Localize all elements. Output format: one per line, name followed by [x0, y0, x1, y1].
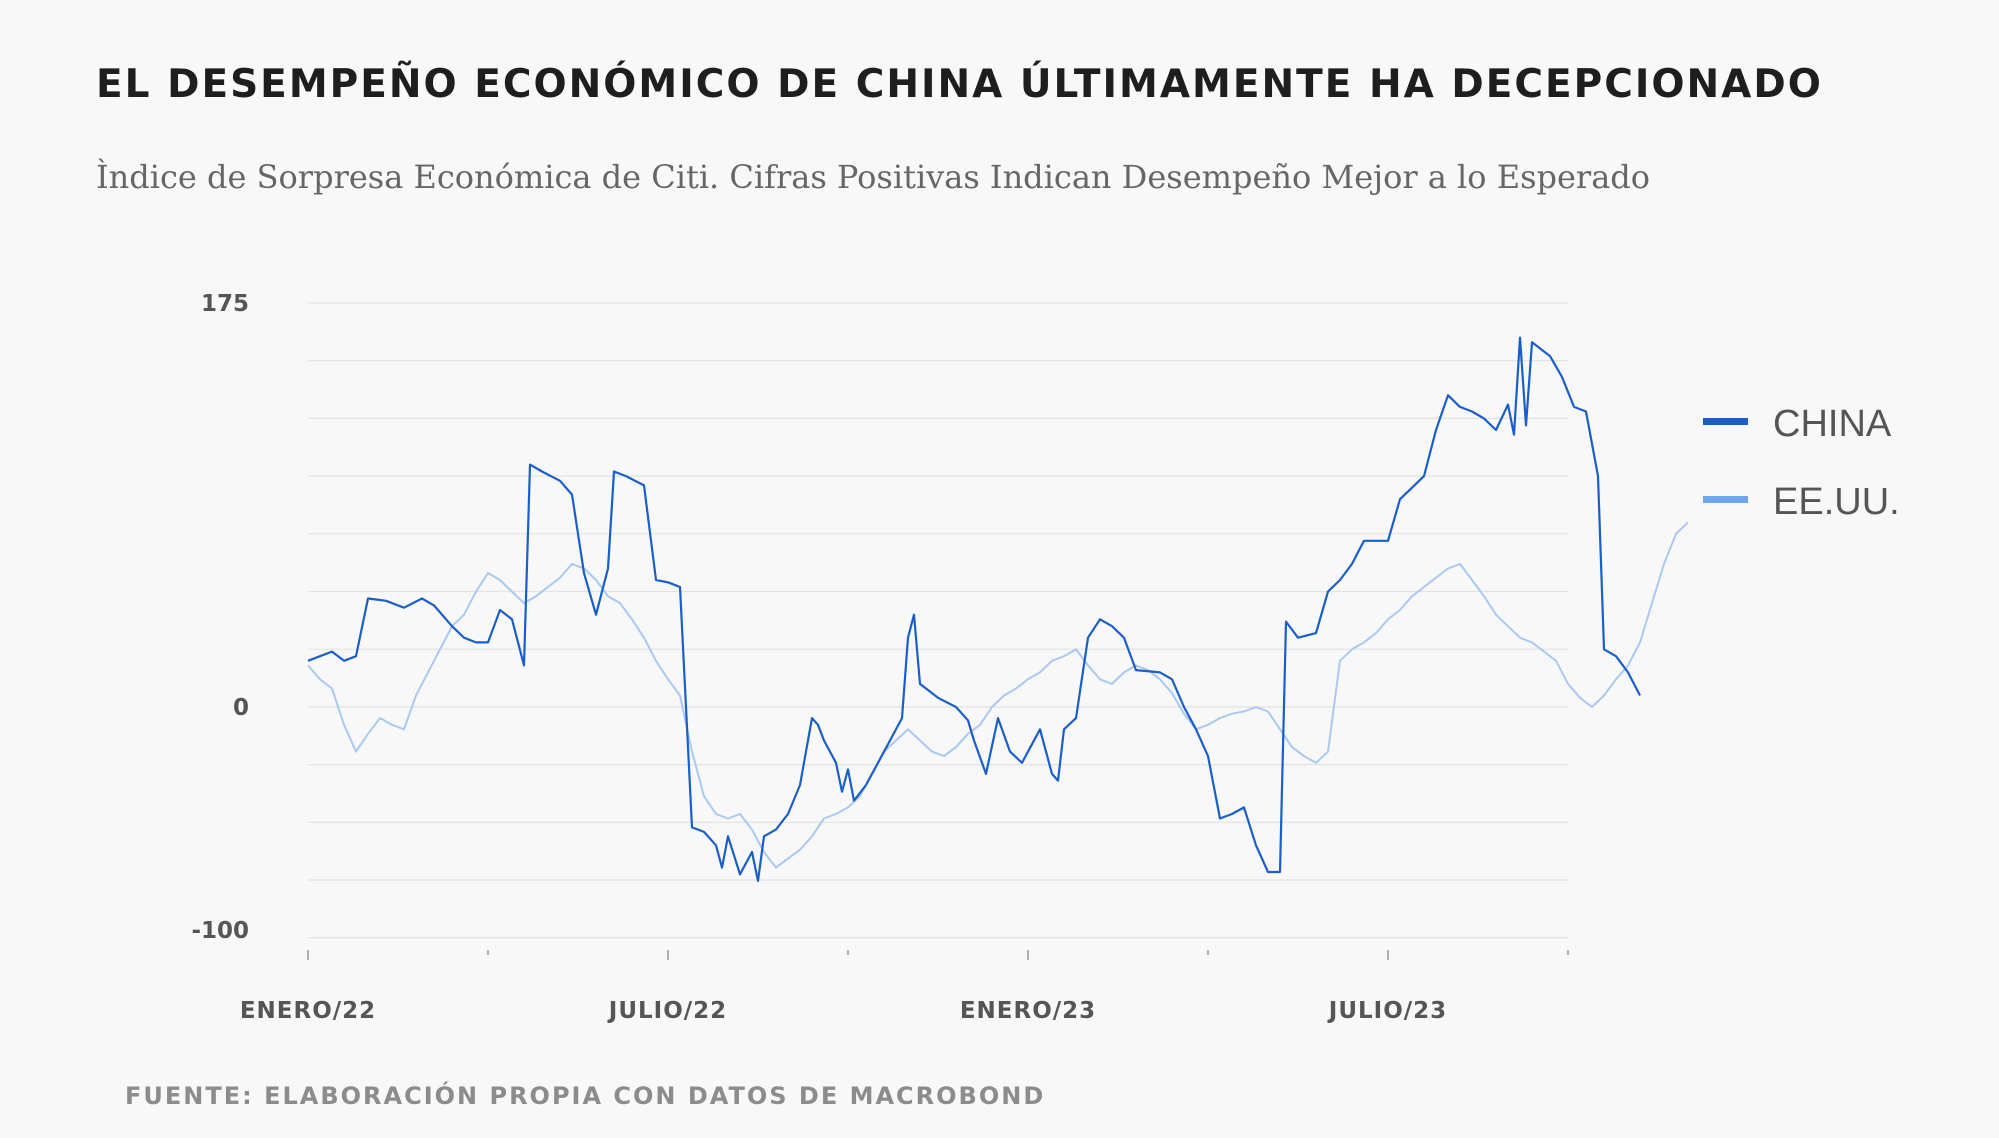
- x-tick-label: ENERO/22: [240, 998, 376, 1024]
- x-tick-label: JULIO/23: [1327, 998, 1447, 1024]
- x-tick-label: ENERO/23: [960, 998, 1096, 1024]
- y-tick-label: 0: [233, 695, 249, 721]
- x-tick-label: JULIO/22: [607, 998, 727, 1024]
- series-line-china: [307, 336, 1641, 882]
- legend-label: EE.UU.: [1773, 481, 1900, 523]
- chart-subtitle: Ìndice de Sorpresa Económica de Citi. Ci…: [96, 158, 1651, 196]
- legend-swatch: [1703, 418, 1748, 425]
- gridlines: [308, 302, 1568, 939]
- series-line-usa: [307, 521, 1689, 869]
- legend: CHINA EE.UU.: [1703, 403, 1900, 523]
- x-axis: ENERO/22 JULIO/22 ENERO/23 JULIO/23: [240, 950, 1569, 1024]
- y-axis: 175 0 -100: [191, 291, 249, 944]
- legend-label: CHINA: [1773, 403, 1892, 445]
- chart-title: EL DESEMPEÑO ECONÓMICO DE CHINA ÚLTIMAME…: [96, 62, 1823, 107]
- y-tick-label: -100: [191, 918, 249, 944]
- series-layer: [307, 336, 1689, 882]
- source-note: FUENTE: ELABORACIÓN PROPIA CON DATOS DE …: [125, 1082, 1046, 1110]
- y-tick-label: 175: [201, 291, 249, 317]
- legend-swatch: [1703, 496, 1748, 503]
